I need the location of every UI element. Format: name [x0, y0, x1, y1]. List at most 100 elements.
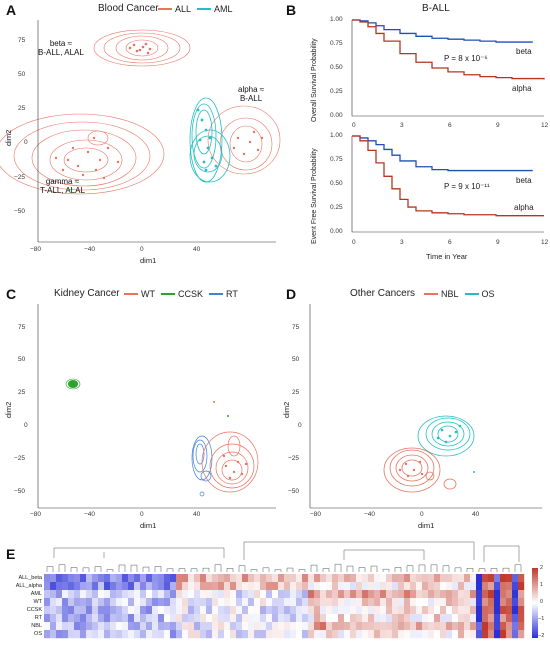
heatmap-cell [368, 574, 375, 583]
heatmap-cell [422, 630, 429, 639]
heatmap-cell [44, 622, 51, 631]
heatmap-cell [110, 630, 117, 639]
heatmap-cell [380, 614, 387, 623]
heatmap-cell [116, 582, 123, 591]
heatmap-cell [470, 598, 477, 607]
km-bottom-xtick-6: 6 [448, 239, 452, 246]
heatmap-cell [176, 582, 183, 591]
heatmap-cell [470, 590, 477, 599]
heatmap-cell [326, 606, 333, 615]
heatmap-cell [416, 574, 423, 583]
dendrogram-branches [46, 541, 522, 572]
heatmap-cell [80, 606, 87, 615]
heatmap-cell [104, 582, 111, 591]
heatmap-cell [248, 622, 255, 631]
heatmap-cell [380, 574, 387, 583]
panel-a-ytick-75: 75 [18, 37, 26, 44]
heatmap-cell [416, 598, 423, 607]
heatmap-cell [218, 574, 225, 583]
heatmap-cell [344, 598, 351, 607]
annotation-gamma-line2: T-ALL, ALAL [40, 186, 85, 195]
heatmap-cell [56, 606, 63, 615]
heatmap-cell [224, 598, 231, 607]
heatmap-cell [296, 590, 303, 599]
heatmap-cell [104, 614, 111, 623]
heatmap-cell [188, 598, 195, 607]
panel-c-xtick-m80: −80 [30, 511, 42, 518]
heatmap-cell [50, 622, 57, 631]
colorbar-tick-2: 2 [540, 565, 544, 571]
heatmap-cell [332, 574, 339, 583]
heatmap-cell [440, 582, 447, 591]
heatmap-row-label: ALL_beta [18, 575, 42, 581]
heatmap-cell [80, 622, 87, 631]
heatmap-cell [386, 590, 393, 599]
heatmap-cell [68, 582, 75, 591]
heatmap-cell [62, 598, 69, 607]
heatmap-cell [428, 590, 435, 599]
heatmap-cell [272, 574, 279, 583]
heatmap-cell [302, 606, 309, 615]
heatmap-cell [464, 590, 471, 599]
heatmap-cell [314, 582, 321, 591]
heatmap-cell [500, 582, 507, 591]
heatmap-cell [338, 598, 345, 607]
heatmap-cell [344, 574, 351, 583]
panel-c-ytick-25: 25 [18, 389, 26, 396]
heatmap-cell [320, 574, 327, 583]
heatmap-cell [302, 590, 309, 599]
heatmap-cell [476, 630, 483, 639]
heatmap-cell [404, 622, 411, 631]
km-top-ytick-100: 1.00 [330, 16, 343, 23]
heatmap-cell [140, 582, 147, 591]
heatmap-cell [62, 590, 69, 599]
heatmap-cell [338, 614, 345, 623]
heatmap-cell [206, 630, 213, 639]
heatmap-cell [158, 630, 165, 639]
heatmap-cell [398, 606, 405, 615]
heatmap-cell [500, 590, 507, 599]
heatmap-cell [458, 598, 465, 607]
cluster-os [417, 415, 475, 457]
km-top-ytick-000: 0.00 [330, 112, 343, 119]
heatmap-cell [284, 630, 291, 639]
heatmap-cell [218, 598, 225, 607]
cluster-wt-points [222, 454, 248, 480]
heatmap-cell [218, 622, 225, 631]
heatmap-cell [410, 590, 417, 599]
heatmap-cell [440, 614, 447, 623]
heatmap-cell [158, 614, 165, 623]
heatmap-cell [158, 574, 165, 583]
heatmap-cell [86, 582, 93, 591]
heatmap-cell [482, 598, 489, 607]
km-top-xtick-6: 6 [448, 122, 452, 129]
heatmap-cell [176, 590, 183, 599]
heatmap-cell [506, 574, 513, 583]
heatmap-cell [374, 574, 381, 583]
heatmap-cell [452, 614, 459, 623]
heatmap-cell [170, 598, 177, 607]
heatmap-cell [200, 582, 207, 591]
heatmap-cell [458, 630, 465, 639]
heatmap-cell [266, 622, 273, 631]
panel-d-xtick-m40: −40 [364, 511, 376, 518]
heatmap-cell [314, 622, 321, 631]
legend-label-all: ALL [175, 4, 192, 14]
heatmap-cell [398, 582, 405, 591]
heatmap-cell [422, 590, 429, 599]
heatmap-cell [68, 606, 75, 615]
heatmap-cell [200, 590, 207, 599]
heatmap-cell [488, 630, 495, 639]
heatmap-cell [164, 606, 171, 615]
heatmap-cell [512, 598, 519, 607]
heatmap-cell [182, 622, 189, 631]
heatmap-cell [134, 574, 141, 583]
heatmap-cell [236, 590, 243, 599]
heatmap-cell [356, 598, 363, 607]
heatmap-cell [308, 598, 315, 607]
heatmap-cell [494, 598, 501, 607]
heatmap-cell [230, 622, 237, 631]
heatmap-cell [104, 598, 111, 607]
heatmap-cell [188, 590, 195, 599]
heatmap-cell [404, 614, 411, 623]
